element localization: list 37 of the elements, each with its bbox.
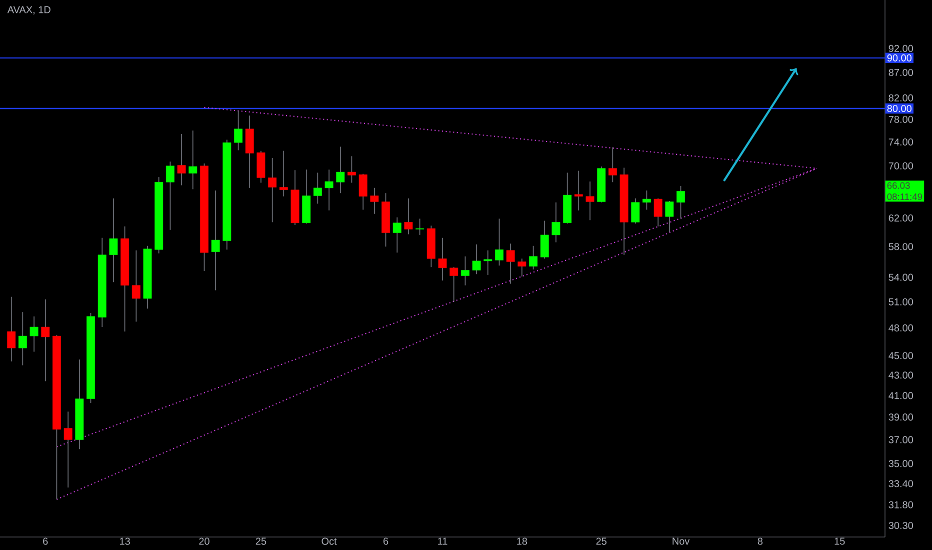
y-tick-label: 58.00 (888, 243, 913, 250)
y-tick-label: 30.30 (888, 522, 913, 530)
text: 08:11:49 (887, 193, 922, 200)
y-tick-label: 31.80 (888, 501, 913, 508)
x-tick-label: 13 (120, 538, 130, 545)
x-tick-label: 15 (834, 538, 845, 545)
y-tick-label: 74.00 (888, 138, 913, 146)
x-tick-label: 25 (596, 538, 606, 545)
y-tick-label: 78.00 (888, 116, 913, 123)
x-tick-label: Oct (322, 538, 337, 545)
y-tick-label: 92.00 (888, 44, 913, 52)
x-tick-label: 18 (517, 538, 528, 545)
y-tick-label: 62.00 (888, 214, 913, 222)
y-tick-label: 35.00 (888, 460, 913, 468)
y-tick-label: 82.00 (888, 94, 913, 102)
ref-line-label: 80.00 (887, 104, 912, 112)
x-tick-label: 6 (43, 538, 48, 545)
y-tick-label: 37.00 (888, 436, 913, 444)
x-tick-label: 20 (199, 538, 210, 545)
x-tick-label: 11 (438, 538, 448, 545)
y-tick-label: 41.00 (888, 392, 913, 400)
x-tick-label: 8 (758, 538, 763, 545)
x-tick-label: 25 (256, 538, 266, 545)
ref-line-label: 90.00 (887, 54, 912, 62)
y-tick-label: 87.00 (888, 68, 913, 76)
y-tick-label: 48.00 (888, 324, 913, 332)
text: 66.03 (887, 182, 910, 189)
text: AVAX, 1D (7, 6, 50, 14)
y-tick-label: 39.00 (888, 414, 913, 421)
y-tick-label: 51.00 (888, 298, 913, 306)
y-tick-label: 45.00 (888, 352, 913, 360)
y-tick-label: 70.00 (888, 162, 913, 170)
y-tick-label: 43.00 (888, 372, 913, 379)
x-tick-label: Nov (672, 538, 690, 545)
x-tick-label: 6 (383, 538, 388, 545)
y-tick-label: 33.40 (888, 480, 913, 488)
y-tick-label: 54.00 (888, 274, 913, 281)
